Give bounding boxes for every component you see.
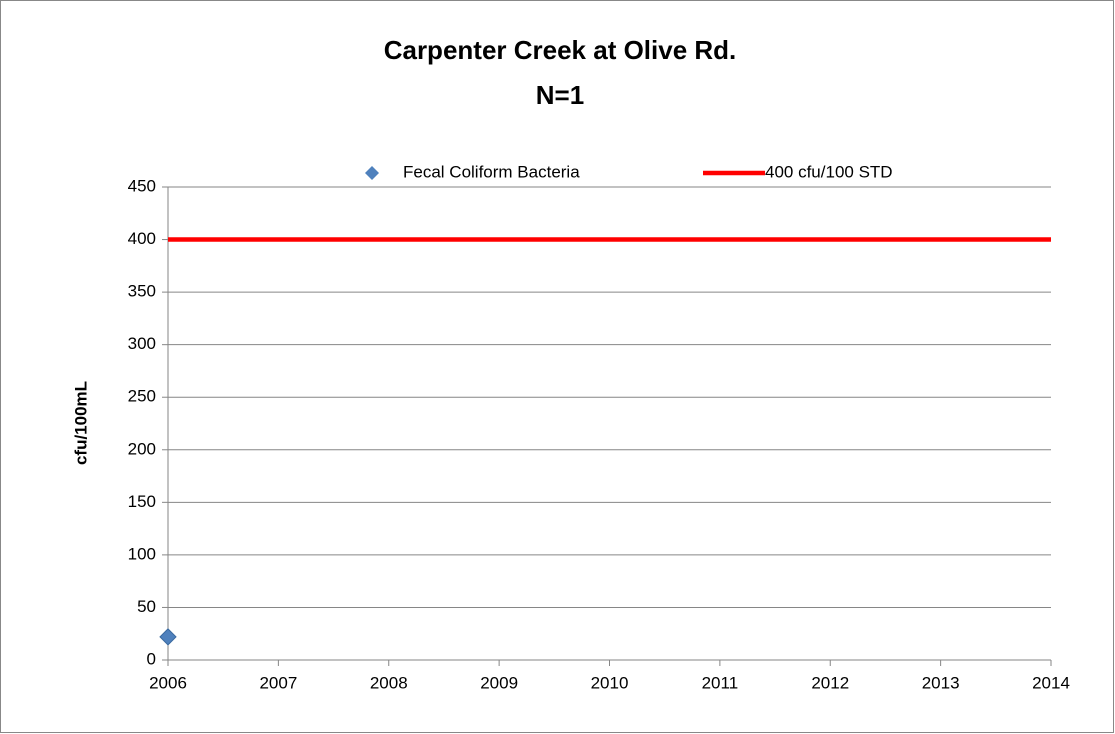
- y-tick-label: 400: [128, 229, 156, 248]
- y-axis-label: cfu/100mL: [71, 381, 90, 465]
- chart-title: Carpenter Creek at Olive Rd.: [384, 35, 737, 65]
- legend-label: 400 cfu/100 STD: [765, 162, 893, 181]
- x-tick-label: 2012: [811, 673, 849, 692]
- legend-label: Fecal Coliform Bacteria: [403, 162, 580, 181]
- y-tick-label: 50: [137, 597, 156, 616]
- x-tick-label: 2006: [149, 673, 187, 692]
- y-tick-label: 150: [128, 492, 156, 511]
- x-tick-label: 2014: [1032, 673, 1070, 692]
- x-tick-label: 2010: [591, 673, 629, 692]
- x-tick-label: 2008: [370, 673, 408, 692]
- y-tick-label: 300: [128, 334, 156, 353]
- y-tick-label: 200: [128, 439, 156, 458]
- y-tick-label: 450: [128, 176, 156, 195]
- legend-marker: [365, 166, 379, 180]
- x-tick-label: 2011: [702, 673, 739, 692]
- y-tick-label: 350: [128, 282, 156, 301]
- data-point: [159, 628, 177, 646]
- y-tick-label: 100: [128, 544, 156, 563]
- x-tick-label: 2009: [480, 673, 518, 692]
- y-tick-label: 0: [147, 649, 156, 668]
- x-tick-label: 2013: [922, 673, 960, 692]
- x-tick-label: 2007: [259, 673, 297, 692]
- y-tick-label: 250: [128, 387, 156, 406]
- chart-subtitle: N=1: [536, 80, 584, 110]
